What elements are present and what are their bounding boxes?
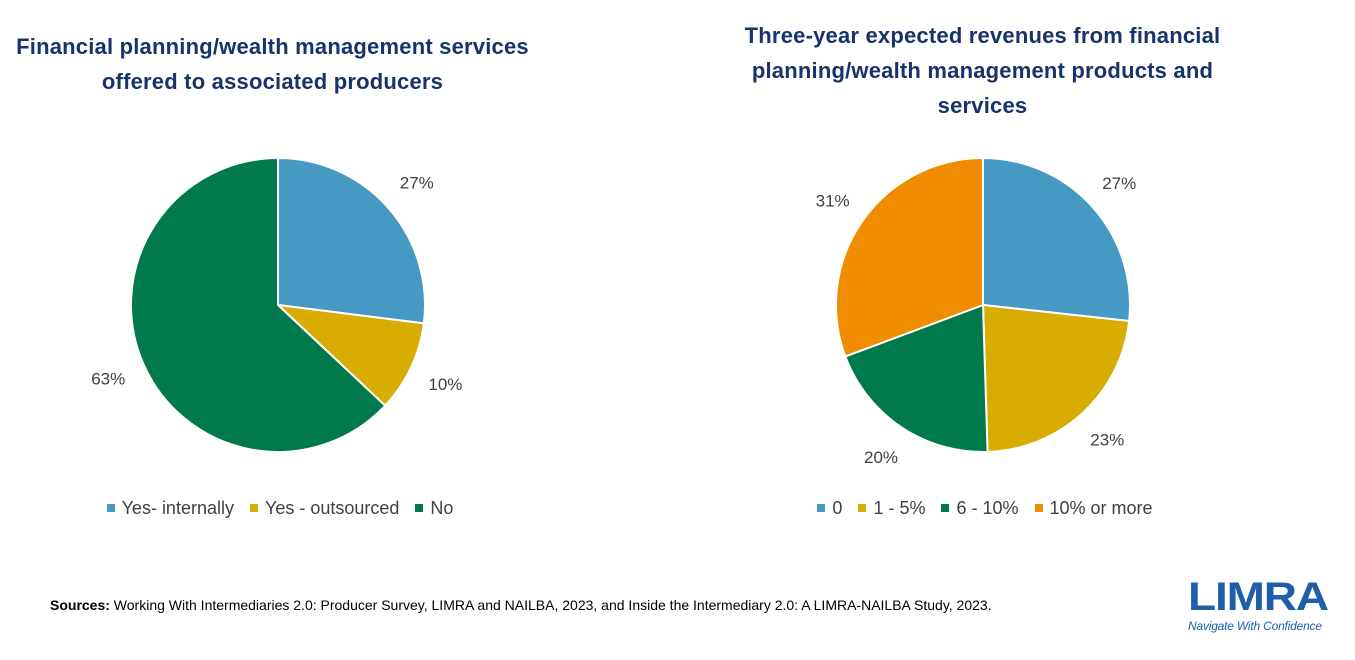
logo-wordmark: LIMRA [1188, 575, 1329, 619]
limra-logo: LIMRA Navigate With Confidence [1186, 575, 1336, 637]
pie-1-slice-3 [835, 156, 984, 358]
legend-0-swatch-0 [106, 504, 115, 512]
legend-1-item-2: 6 - 10% [941, 497, 1019, 519]
legend-0-label-2: No [430, 497, 454, 518]
legend-1-item-3: 10% or more [1034, 497, 1153, 519]
legend-0-item-2: No [415, 498, 453, 519]
legend-0-label-0: Yes- internally [121, 497, 234, 518]
legend-right: 0 1 - 5% 6 - 10% 10% or more [730, 496, 1240, 520]
legend-0-swatch-1 [249, 504, 258, 512]
chart-title-left: Financial planning/wealth management ser… [16, 34, 529, 94]
source-label: Sources: [50, 597, 110, 613]
legend-1-item-0: 0 [817, 498, 842, 519]
source-note: Sources: Working With Intermediaries 2.0… [50, 597, 992, 613]
pie-1-label-3: 31% [816, 192, 850, 211]
legend-0-item-0: Yes- internally [106, 497, 234, 519]
pie-0-slice-2 [129, 156, 387, 453]
pie-1-label-2: 20% [864, 448, 898, 467]
legend-1-label-2: 6 - 10% [956, 497, 1019, 518]
legend-1-swatch-1 [858, 504, 867, 512]
pie-1-slice-0 [982, 156, 1131, 323]
pie-1-slice-1 [981, 303, 1131, 453]
legend-1-item-1: 1 - 5% [858, 498, 925, 519]
pie-0-slice-1 [275, 303, 425, 408]
logo-tagline: Navigate With Confidence [1188, 619, 1322, 633]
legend-1-swatch-0 [817, 504, 826, 512]
legend-1-label-1: 1 - 5% [873, 497, 926, 518]
legend-0-label-1: Yes - outsourced [264, 497, 400, 518]
legend-1-swatch-2 [941, 504, 950, 512]
legend-0-swatch-2 [415, 504, 424, 512]
legend-1-swatch-3 [1034, 504, 1043, 512]
source-text: Working With Intermediaries 2.0: Produce… [109, 597, 992, 613]
legend-1-label-3: 10% or more [1049, 497, 1153, 518]
pie-1-label-0: 27% [1102, 174, 1136, 193]
chart-title-right: Three-year expected revenues from financ… [744, 23, 1221, 118]
pie-0-label-0: 27% [400, 174, 434, 193]
pie-0-slice-0 [277, 156, 426, 325]
legend-0-item-1: Yes - outsourced [249, 497, 400, 519]
pie-1-slice-2 [844, 303, 989, 453]
pie-1-label-1: 23% [1090, 430, 1124, 449]
legend-1-label-0: 0 [832, 497, 843, 518]
pie-0-label-1: 10% [428, 375, 462, 394]
legend-left: Yes- internally Yes - outsourced No [40, 496, 520, 520]
pie-0-label-2: 63% [91, 369, 125, 388]
